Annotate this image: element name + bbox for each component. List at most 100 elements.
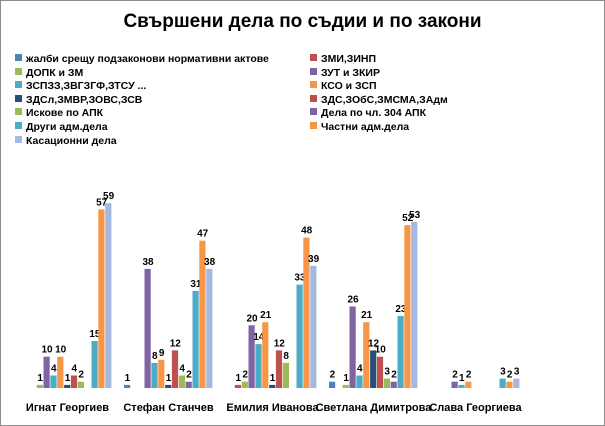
legend-item: Касационни дела	[15, 135, 117, 148]
legend-item: Искове по АПК	[15, 107, 103, 120]
bar	[262, 322, 269, 388]
bar	[310, 265, 317, 388]
bar	[151, 362, 158, 388]
bar	[144, 268, 151, 388]
legend-label: жалби срещу подзаконови нормативни актов…	[26, 53, 269, 65]
category-label: Емилия Иванова	[226, 402, 319, 414]
data-label: 10	[41, 345, 53, 356]
legend-label: Частни адм.дела	[321, 121, 410, 133]
data-label: 59	[103, 191, 115, 202]
bar	[241, 381, 248, 388]
bar	[70, 375, 78, 388]
bar	[50, 375, 57, 388]
data-label: 1	[37, 373, 43, 384]
data-label: 10	[55, 345, 67, 356]
bar	[199, 240, 206, 388]
data-label: 2	[466, 370, 472, 381]
data-label: 23	[395, 304, 407, 315]
bar	[282, 362, 289, 388]
bar	[356, 375, 363, 388]
data-label: 2	[78, 370, 84, 381]
category-label: Светлана Димитрова	[316, 402, 433, 414]
data-label: 52	[402, 213, 414, 224]
bar	[363, 322, 370, 388]
bar	[342, 384, 349, 388]
bar	[206, 268, 213, 388]
data-label: 3	[514, 367, 520, 378]
legend-item: ЗДСл,ЗМВР,ЗОВС,ЗСВ	[15, 94, 142, 107]
data-label: 1	[65, 373, 71, 384]
data-label: 2	[452, 370, 458, 381]
legend-swatch	[15, 81, 22, 89]
bar	[458, 384, 465, 388]
bar	[383, 378, 390, 388]
bar	[269, 384, 276, 388]
category-label: Слава Георгиева	[429, 402, 522, 414]
data-label: 4	[357, 364, 363, 375]
legend-swatch	[15, 94, 22, 102]
legend-swatch	[15, 67, 22, 75]
data-label: 4	[72, 364, 78, 375]
bar	[397, 315, 404, 388]
legend-label: ДОПК и ЗМ	[26, 66, 84, 79]
data-label: 20	[246, 313, 258, 324]
data-label: 26	[347, 295, 359, 306]
bar	[105, 203, 112, 388]
data-label: 12	[274, 338, 286, 349]
legend-label: КСО и ЗСП	[321, 80, 377, 93]
chart-title: Свършени дела по съдии и по закони	[123, 11, 482, 32]
bar	[178, 375, 185, 388]
legend-label: Други адм.дела	[26, 121, 108, 133]
legend-swatch	[310, 94, 317, 102]
data-label: 31	[190, 279, 202, 290]
legend-item: ДОПК и ЗМ	[15, 67, 83, 80]
legend-item: жалби срещу подзаконови нормативни актов…	[15, 53, 269, 66]
category-label: Игнат Георгиев	[26, 402, 109, 414]
data-label: 15	[89, 329, 101, 340]
legend-item: Други адм.дела	[15, 121, 108, 134]
legend-swatch	[310, 67, 317, 75]
data-label: 1	[125, 373, 131, 384]
bar	[513, 378, 520, 388]
data-label: 1	[270, 373, 276, 384]
legend-swatch	[310, 81, 317, 89]
data-label: 14	[253, 332, 265, 343]
legend-label: ЗСПЗЗ,ЗВГЗГФ,ЗТСУ ...	[26, 80, 147, 93]
data-label: 48	[301, 226, 313, 237]
legend-label: ЗДС,ЗОбС,ЗМСМА,ЗАдм	[321, 93, 448, 106]
bar	[349, 306, 356, 388]
legend-item: ЗМИ,ЗИНП	[310, 53, 376, 66]
data-label: 8	[152, 351, 158, 362]
legend-item: ЗСПЗЗ,ЗВГЗГФ,ЗТСУ ...	[15, 80, 146, 93]
legend-item: Дела по чл. 304 АПК	[310, 107, 426, 120]
data-label: 2	[507, 370, 513, 381]
legend: жалби срещу подзаконови нормативни актов…	[15, 53, 555, 153]
legend-label: ЗДСл,ЗМВР,ЗОВС,ЗСВ	[26, 93, 143, 106]
data-label: 1	[236, 373, 242, 384]
bar	[255, 344, 262, 388]
data-label: 38	[142, 257, 154, 268]
bar	[329, 381, 336, 388]
bar	[36, 384, 43, 388]
data-label: 2	[330, 370, 336, 381]
data-label: 21	[260, 310, 272, 321]
data-label: 12	[170, 338, 182, 349]
legend-swatch	[15, 135, 22, 143]
data-label: 3	[500, 367, 506, 378]
bar	[171, 350, 179, 388]
legend-label: Дела по чл. 304 АПК	[321, 107, 426, 120]
data-label: 2	[242, 370, 248, 381]
bar	[124, 384, 131, 388]
data-label: 1	[459, 373, 465, 384]
bar	[376, 356, 384, 388]
bar	[57, 356, 64, 388]
bar	[451, 381, 458, 388]
bar	[248, 325, 255, 388]
legend-label: Искове по АПК	[26, 107, 104, 120]
legend-label: ЗМИ,ЗИНП	[321, 53, 377, 65]
bar	[43, 356, 50, 388]
bar	[296, 284, 303, 388]
data-label: 53	[409, 210, 421, 221]
bar	[64, 384, 71, 388]
